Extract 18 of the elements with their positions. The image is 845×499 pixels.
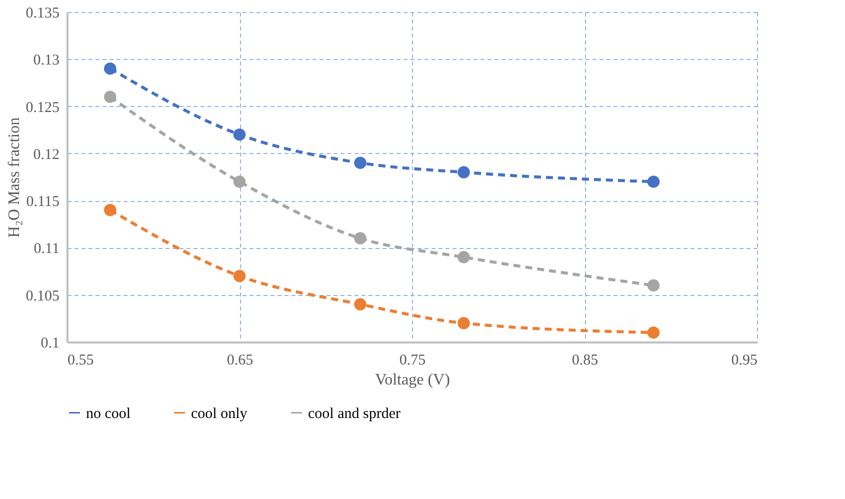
legend-label: cool and sprder: [308, 406, 400, 422]
legend-label: cool only: [191, 406, 248, 422]
y-tick-label: 0.105: [26, 288, 60, 304]
x-tick-label: 0.65: [226, 352, 254, 368]
x-tick-label: 0.75: [399, 352, 426, 368]
x-tick-label: 0.55: [68, 352, 94, 368]
y-tick-label: 0.11: [34, 241, 60, 258]
x-axis-title: Voltage (V): [375, 372, 450, 388]
x-tick-label: 0.95: [731, 352, 758, 368]
y-tick-label: 0.135: [26, 6, 60, 22]
y-tick-label: 0.13: [33, 52, 60, 69]
y-tick-label: 0.12: [33, 146, 60, 163]
x-tick-label: 0.85: [572, 352, 598, 368]
y-tick-label: 0.125: [26, 100, 60, 116]
y-tick-label: 0.115: [26, 194, 60, 210]
legend-label: no cool: [86, 406, 131, 422]
y-axis-title: H₂O Mass fraction: [6, 117, 23, 238]
y-tick-label: 0.1: [40, 336, 60, 352]
